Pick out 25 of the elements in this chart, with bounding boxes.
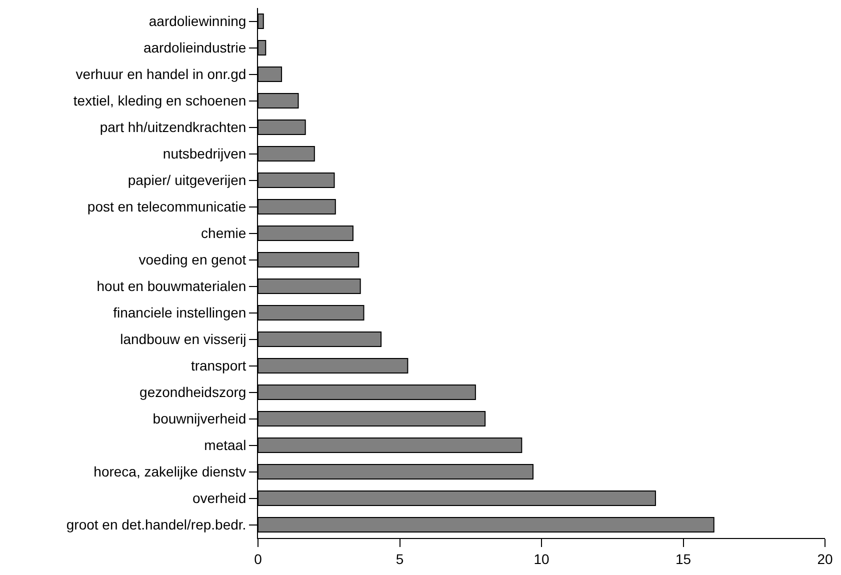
y-tick-label: verhuur en handel in onr.gd	[76, 66, 246, 82]
x-tick-label: 20	[817, 550, 833, 567]
x-tick-label: 10	[534, 550, 550, 567]
x-tick-label: 0	[254, 550, 262, 567]
x-tick-label: 15	[675, 550, 692, 567]
y-tick-label: landbouw en visserij	[120, 331, 246, 348]
y-tick-label: horeca, zakelijke dienstv	[94, 464, 246, 480]
y-tick-label: bouwnijverheid	[152, 410, 246, 427]
y-tick-label: voeding en genot	[138, 252, 246, 268]
y-tick-label: post en telecommunicatie	[87, 198, 246, 215]
y-tick-label: financiele instellingen	[113, 304, 246, 321]
y-tick-label: hout en bouwmaterialen	[96, 278, 246, 294]
y-tick-label: part hh/uitzendkrachten	[100, 119, 246, 136]
y-tick-label: nutsbedrijven	[162, 146, 246, 162]
y-tick-label: transport	[190, 358, 246, 374]
y-tick-label: groot en det.handel/rep.bedr.	[66, 516, 246, 533]
y-tick-label: textiel, kleding en schoenen	[73, 92, 246, 109]
y-tick-label: aardoliewinning	[148, 13, 246, 30]
x-tick-label: 5	[396, 550, 404, 567]
y-tick-label: overheid	[192, 490, 246, 506]
y-tick-label: chemie	[201, 225, 246, 242]
y-tick-label: gezondheidszorg	[140, 384, 246, 400]
y-tick-label: papier/ uitgeverijen	[128, 172, 246, 188]
y-tick-label: metaal	[204, 437, 246, 454]
y-tick-label: aardolieindustrie	[143, 40, 246, 56]
